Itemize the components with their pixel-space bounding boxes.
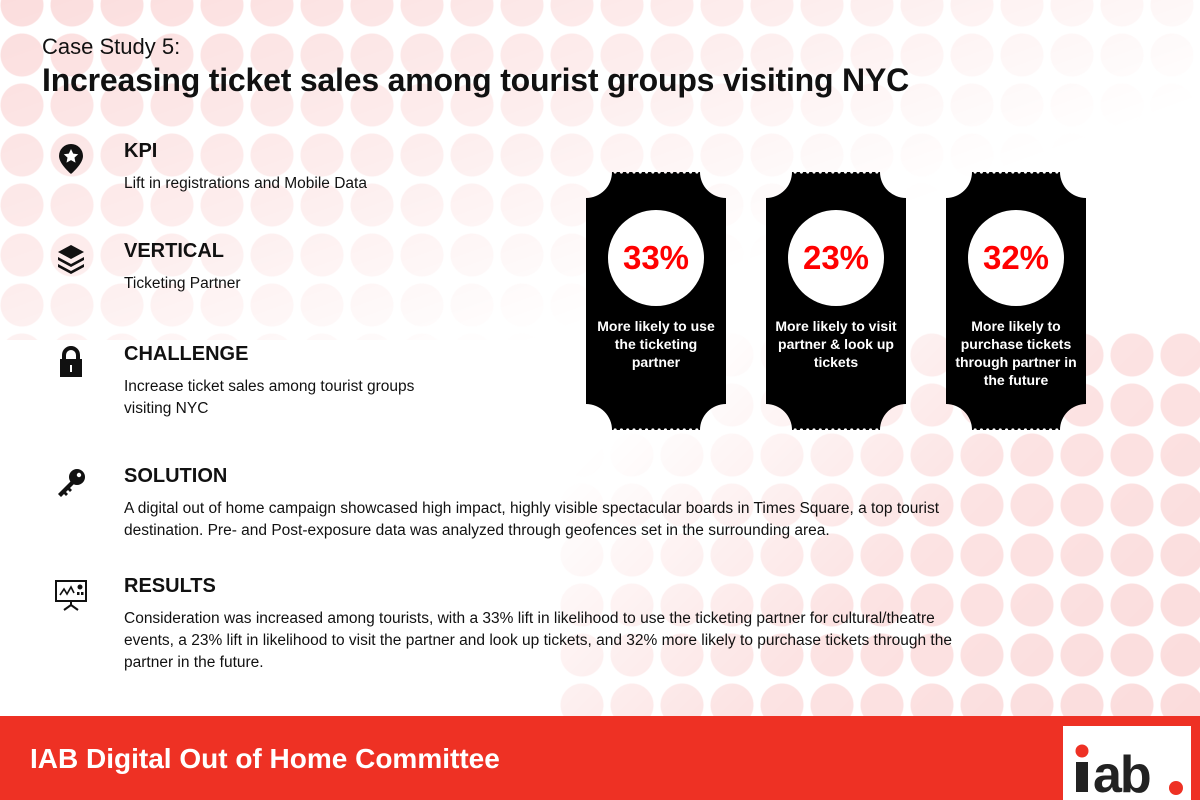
lock-icon [60, 346, 82, 377]
stat-ticket: 32% More likely to purchase tickets throu… [946, 172, 1086, 430]
section-solution: SOLUTION A digital out of home campaign s… [124, 465, 954, 542]
stat-circle: 23% [788, 210, 884, 306]
section-results: RESULTS Consideration was increased among… [124, 575, 954, 674]
stat-ticket: 23% More likely to visit partner & look u… [766, 172, 906, 430]
section-heading: RESULTS [124, 575, 216, 597]
section-text: Consideration was increased among touris… [124, 610, 952, 671]
stat-label: More likely to purchase tickets through … [955, 318, 1077, 388]
section-text: Lift in registrations and Mobile Data [124, 175, 367, 192]
stat-ticket: 33% More likely to use the ticketing part… [586, 172, 726, 430]
section-heading: VERTICAL [124, 240, 224, 262]
case-study-label: Case Study 5: [42, 34, 181, 59]
stat-circle: 32% [968, 210, 1064, 306]
section-heading: SOLUTION [124, 465, 228, 487]
layers-icon [58, 245, 84, 274]
stat-circle: 33% [608, 210, 704, 306]
iab-logo: ab [1063, 726, 1191, 800]
section-heading: CHALLENGE [124, 343, 249, 365]
stat-label: More likely to use the ticketing partner [597, 318, 715, 370]
stat-label: More likely to visit partner & look up t… [775, 318, 897, 370]
presentation-chart-icon [55, 580, 87, 611]
section-kpi: KPI Lift in registrations and Mobile Data [124, 140, 367, 195]
section-vertical: VERTICAL Ticketing Partner [124, 240, 241, 295]
section-text: A digital out of home campaign showcased… [124, 500, 940, 539]
page-title: Increasing ticket sales among tourist gr… [42, 62, 910, 98]
footer-committee-name: IAB Digital Out of Home Committee [30, 743, 500, 774]
key-icon [58, 469, 85, 497]
map-pin-star-icon [59, 144, 83, 174]
section-text: Increase ticket sales among tourist grou… [124, 378, 415, 417]
footer-bar: IAB Digital Out of Home Committee ab [0, 716, 1200, 800]
section-challenge: CHALLENGE Increase ticket sales among tou… [124, 343, 454, 420]
svg-text:ab: ab [1093, 746, 1150, 800]
section-text: Ticketing Partner [124, 275, 241, 292]
section-heading: KPI [124, 140, 158, 162]
